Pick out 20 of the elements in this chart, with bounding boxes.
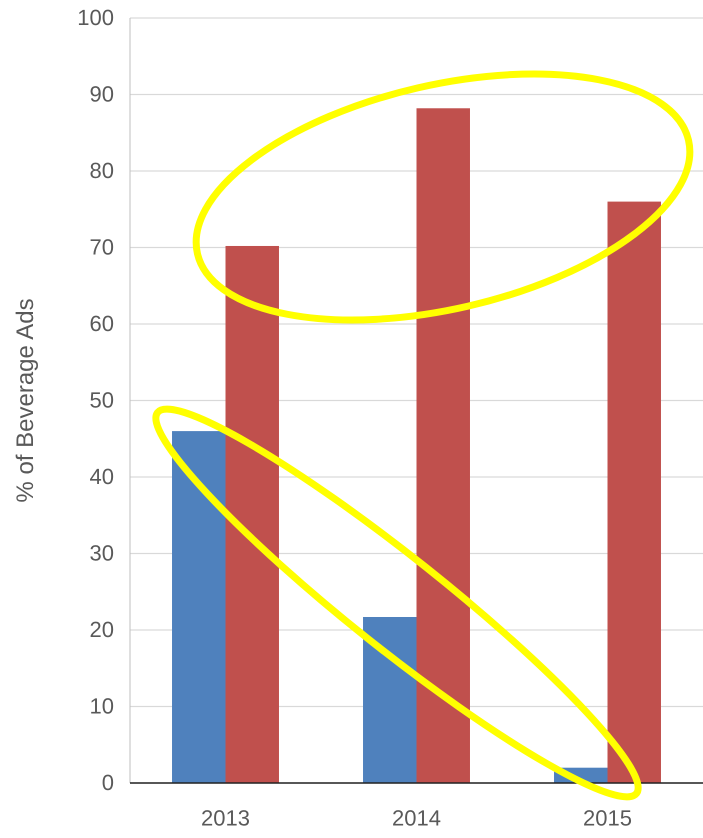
y-tick-label: 10 — [90, 694, 114, 719]
bar — [226, 246, 279, 783]
x-tick-label: 2015 — [583, 806, 632, 831]
x-tick-label: 2013 — [201, 806, 250, 831]
y-tick-label: 100 — [77, 5, 114, 30]
x-tick-label: 2014 — [392, 806, 441, 831]
bar — [363, 616, 416, 783]
y-tick-label: 80 — [90, 158, 114, 184]
y-tick-label: 60 — [90, 311, 114, 336]
y-tick-label: 0 — [102, 770, 114, 796]
y-tick-label: 70 — [90, 234, 114, 260]
bar — [608, 202, 661, 783]
y-tick-label: 50 — [90, 388, 114, 413]
y-tick-label: 30 — [90, 540, 114, 566]
y-tick-label: 40 — [90, 464, 114, 490]
bar — [416, 108, 470, 783]
y-tick-label: 20 — [90, 617, 114, 642]
y-tick-label: 90 — [90, 82, 114, 107]
bar — [172, 431, 226, 783]
y-axis-title: % of Beverage Ads — [12, 298, 39, 503]
